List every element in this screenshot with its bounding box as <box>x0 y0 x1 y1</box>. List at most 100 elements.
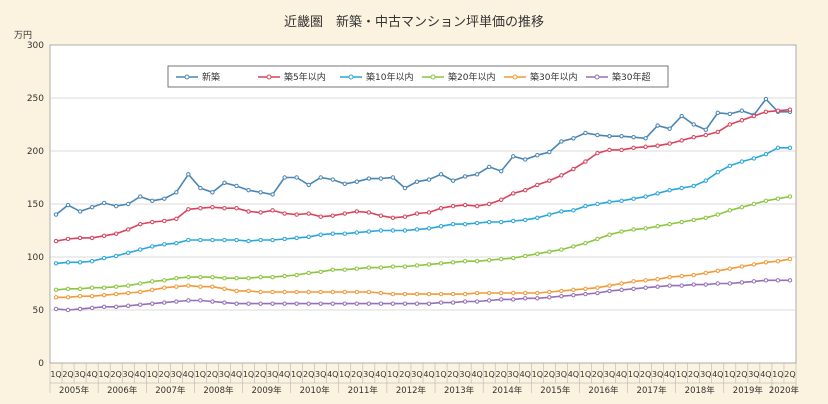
data-point <box>547 295 552 300</box>
data-point <box>643 194 648 199</box>
data-point <box>282 289 287 295</box>
y-tick-label: 50 <box>33 306 45 316</box>
x-tick-label: 4Q <box>520 370 531 379</box>
data-point <box>270 237 275 243</box>
x-tick-label: 2Q <box>351 370 362 379</box>
data-point <box>679 273 684 279</box>
data-point <box>77 286 83 291</box>
data-point <box>715 170 720 175</box>
data-point <box>450 260 456 265</box>
data-point <box>739 108 745 113</box>
data-point <box>258 301 263 306</box>
data-point <box>270 301 275 306</box>
legend-marker <box>594 74 600 80</box>
data-point <box>162 196 167 201</box>
data-point <box>65 286 71 291</box>
data-point <box>246 188 251 193</box>
data-point <box>354 289 360 295</box>
data-point <box>330 267 335 272</box>
x-tick-label: 2Q <box>303 370 314 379</box>
x-tick-label: 1Q <box>532 370 543 379</box>
data-point <box>462 299 468 304</box>
data-point <box>282 211 287 216</box>
x-tick-label: 3Q <box>171 370 182 379</box>
data-point <box>703 127 708 133</box>
data-point <box>294 289 299 295</box>
data-point <box>53 306 59 312</box>
data-point <box>77 294 83 299</box>
year-label: 2009年 <box>252 385 283 396</box>
x-tick-label: 4Q <box>183 370 194 379</box>
year-label: 2013年 <box>444 385 475 396</box>
data-point <box>113 291 119 297</box>
data-point <box>727 281 733 286</box>
data-point <box>787 145 793 151</box>
data-point <box>101 255 107 261</box>
x-tick-label: 2Q <box>255 370 266 379</box>
data-point <box>679 138 684 143</box>
data-point <box>703 282 708 287</box>
data-point <box>727 266 733 271</box>
data-point <box>330 177 335 182</box>
data-point <box>378 290 384 296</box>
data-point <box>354 301 360 306</box>
data-point <box>499 297 504 302</box>
data-point <box>438 291 444 297</box>
x-tick-label: 3Q <box>411 370 422 379</box>
data-point <box>186 274 191 280</box>
data-point <box>150 244 155 249</box>
data-point <box>366 301 372 306</box>
data-point <box>583 291 588 297</box>
data-point <box>342 289 347 295</box>
data-point <box>342 301 347 306</box>
data-point <box>486 257 492 263</box>
data-point <box>559 173 564 178</box>
data-point <box>571 244 576 249</box>
year-label: 2008年 <box>203 385 234 396</box>
data-point <box>246 276 251 281</box>
data-point <box>571 292 576 298</box>
data-point <box>655 143 660 148</box>
data-point <box>234 237 239 243</box>
data-point <box>390 228 396 233</box>
data-point <box>402 185 408 191</box>
x-tick-label: 4Q <box>135 370 146 379</box>
data-point <box>691 122 696 127</box>
data-point <box>174 190 179 195</box>
x-tick-label: 1Q <box>243 370 254 379</box>
data-point <box>77 306 83 312</box>
data-point <box>306 182 311 188</box>
data-point <box>547 149 552 155</box>
data-point <box>655 123 660 128</box>
legend-label: 築20年以内 <box>448 71 495 83</box>
data-point <box>198 298 203 303</box>
data-point <box>751 201 757 207</box>
data-point <box>174 216 179 222</box>
data-point <box>258 237 263 243</box>
data-point <box>65 236 71 242</box>
data-point <box>162 218 167 224</box>
data-point <box>499 290 504 296</box>
data-point <box>77 260 83 265</box>
data-point <box>607 147 612 153</box>
data-point <box>775 196 781 201</box>
data-point <box>150 279 155 284</box>
data-point <box>270 289 275 295</box>
data-point <box>655 191 660 196</box>
legend-label: 築5年以内 <box>284 71 326 83</box>
x-tick-label: 2Q <box>399 370 410 379</box>
data-point <box>162 300 167 305</box>
x-tick-label: 2Q <box>159 370 170 379</box>
data-point <box>763 109 769 114</box>
data-point <box>150 287 155 293</box>
data-point <box>101 233 107 239</box>
x-tick-label: 3Q <box>219 370 230 379</box>
data-point <box>715 268 720 273</box>
x-tick-label: 4Q <box>568 370 579 379</box>
data-point <box>559 209 564 214</box>
data-point <box>547 249 552 254</box>
x-tick-label: 3Q <box>748 370 759 379</box>
data-point <box>138 247 143 252</box>
data-point <box>523 157 528 162</box>
data-point <box>354 266 360 271</box>
